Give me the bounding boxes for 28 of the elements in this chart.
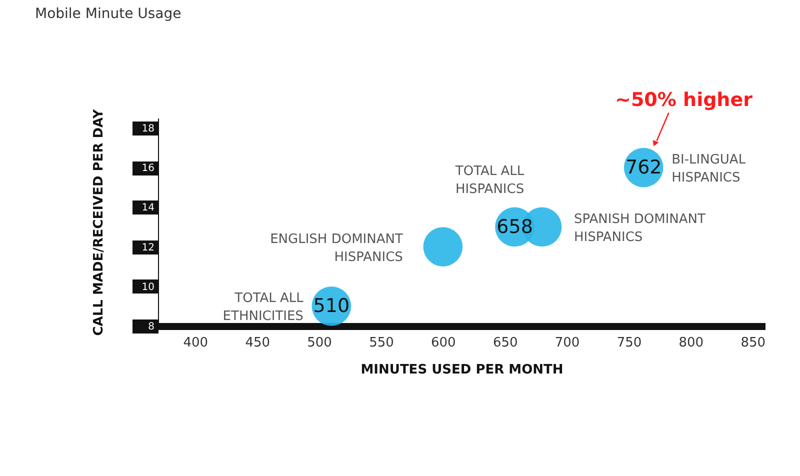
annotation: 762 xyxy=(625,156,662,179)
y-tick-label: 14 xyxy=(142,202,154,214)
x-tick-label: 400 xyxy=(183,336,208,350)
x-tick-label: 850 xyxy=(740,336,766,350)
annotation: ~50% higher xyxy=(615,88,754,111)
annotation: 658 xyxy=(496,216,533,238)
x-tick-label: 550 xyxy=(369,336,394,350)
y-tick-label: 8 xyxy=(148,322,154,332)
y-axis-title: CALL MADE/RECEIVED PER DAY xyxy=(92,108,106,336)
y-tick-label: 16 xyxy=(142,163,154,174)
series-label: SPANISH DOMINANT HISPANICS xyxy=(574,212,706,245)
series-label: BI-LINGUAL HISPANICS xyxy=(672,152,746,186)
y-tick-label: 12 xyxy=(142,242,154,254)
x-tick-label: 800 xyxy=(678,336,704,350)
series-label: ENGLISH DOMINANT HISPANICS xyxy=(270,232,403,265)
x-tick-label: 650 xyxy=(492,336,518,350)
x-axis-title: MINUTES USED PER MONTH xyxy=(360,362,564,378)
x-tick-label: 600 xyxy=(431,336,456,350)
series-label: TOTAL ALL HISPANICS xyxy=(454,164,525,197)
series-label: TOTAL ALL ETHNICITIES xyxy=(222,291,304,324)
y-tick-label: 10 xyxy=(142,282,154,293)
x-tick-label: 500 xyxy=(307,336,332,350)
x-tick-label: 450 xyxy=(245,336,270,350)
annotation: 510 xyxy=(313,295,350,318)
x-tick-label: 750 xyxy=(616,336,642,350)
y-tick-label: 18 xyxy=(142,123,154,134)
chart-title: Mobile Minute Usage xyxy=(35,6,182,22)
x-tick-label: 700 xyxy=(554,336,580,350)
